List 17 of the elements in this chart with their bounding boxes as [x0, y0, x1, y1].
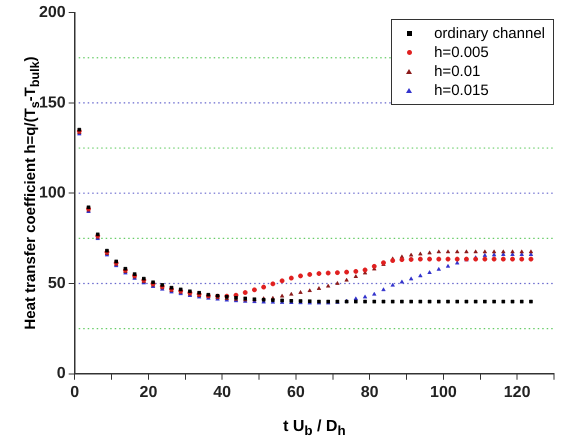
- x-tick-label: 60: [287, 384, 305, 401]
- legend-label: ordinary channel: [434, 24, 545, 43]
- y-tick-label: 100: [38, 184, 66, 202]
- x-tick-label: 0: [70, 384, 80, 401]
- y-tick-label: 50: [48, 274, 66, 292]
- x-tick-label: 100: [430, 384, 457, 401]
- x-tick-label: 80: [360, 384, 379, 401]
- y-tick-label: 0: [56, 365, 66, 382]
- legend-label: h=0.015: [434, 80, 489, 100]
- y-tick-label: 150: [38, 94, 66, 112]
- x-tick-label: 40: [213, 384, 232, 401]
- x-tick-label: 20: [140, 384, 158, 401]
- legend-label: h=0.005: [434, 42, 489, 62]
- x-axis-title: t U$_{b}$ / D$_{h}$: [282, 418, 347, 438]
- y-tick-label: 200: [38, 4, 66, 22]
- legend-label: h=0.01: [434, 62, 480, 81]
- x-tick-label: 120: [504, 384, 531, 401]
